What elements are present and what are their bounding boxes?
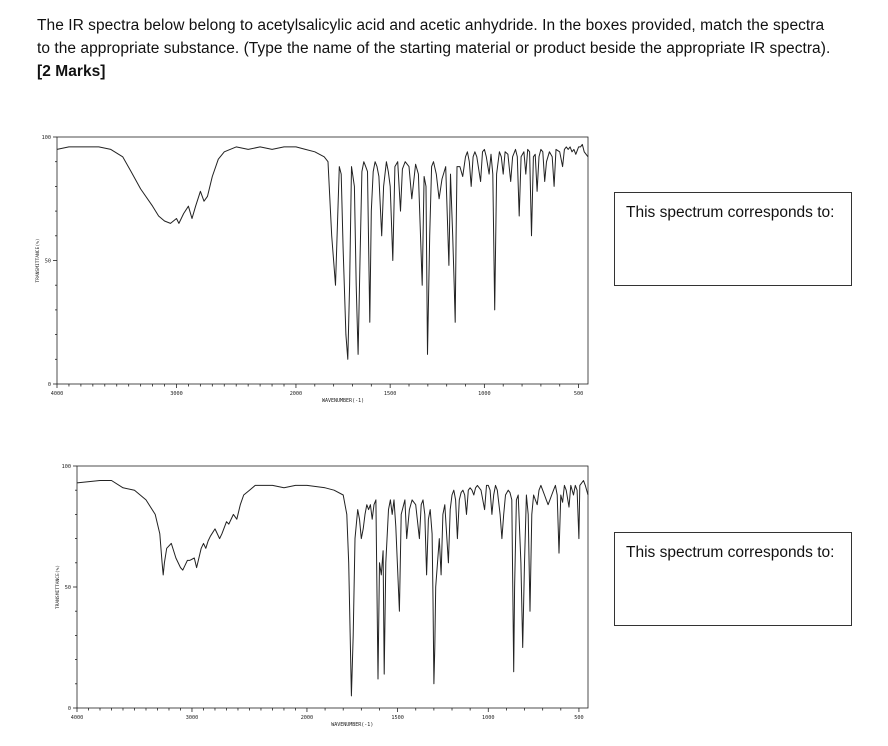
answer-box-2-label: This spectrum corresponds to: — [626, 544, 835, 561]
x-tick-label: 3000 — [186, 715, 199, 721]
y-tick-label: 0 — [68, 706, 71, 712]
spectrum-line — [56, 143, 589, 360]
y-tick-label: 50 — [45, 259, 51, 265]
answer-box-1[interactable]: This spectrum corresponds to: — [614, 192, 852, 286]
x-axis-label: WAVENUMBER(-1) — [322, 398, 364, 404]
y-tick-label: 100 — [62, 464, 71, 470]
x-tick-label: 3000 — [170, 391, 183, 397]
spectrum-line — [76, 480, 589, 697]
answer-box-1-label: This spectrum corresponds to: — [626, 204, 835, 221]
question-text: The IR spectra below belong to acetylsal… — [37, 14, 837, 83]
y-axis-label: TRANSMITTANCE(%) — [35, 238, 41, 282]
y-tick-label: 100 — [42, 135, 51, 141]
question-body: The IR spectra below belong to acetylsal… — [37, 17, 831, 57]
x-tick-label: 1000 — [478, 391, 491, 397]
x-tick-label: 500 — [574, 715, 583, 721]
x-tick-label: 1000 — [482, 715, 495, 721]
y-tick-label: 0 — [48, 382, 51, 388]
x-tick-label: 1500 — [384, 391, 397, 397]
x-tick-label: 4000 — [51, 391, 64, 397]
x-axis-label: WAVENUMBER(-1) — [331, 722, 373, 728]
y-axis-label: TRANSMITTANCE(%) — [55, 565, 61, 609]
x-tick-label: 2000 — [290, 391, 303, 397]
marks-label: [2 Marks] — [37, 63, 106, 80]
answer-box-2[interactable]: This spectrum corresponds to: — [614, 532, 852, 626]
x-tick-label: 1500 — [391, 715, 404, 721]
x-tick-label: 2000 — [301, 715, 314, 721]
x-tick-label: 4000 — [71, 715, 84, 721]
y-tick-label: 50 — [65, 585, 71, 591]
x-tick-label: 500 — [574, 391, 583, 397]
